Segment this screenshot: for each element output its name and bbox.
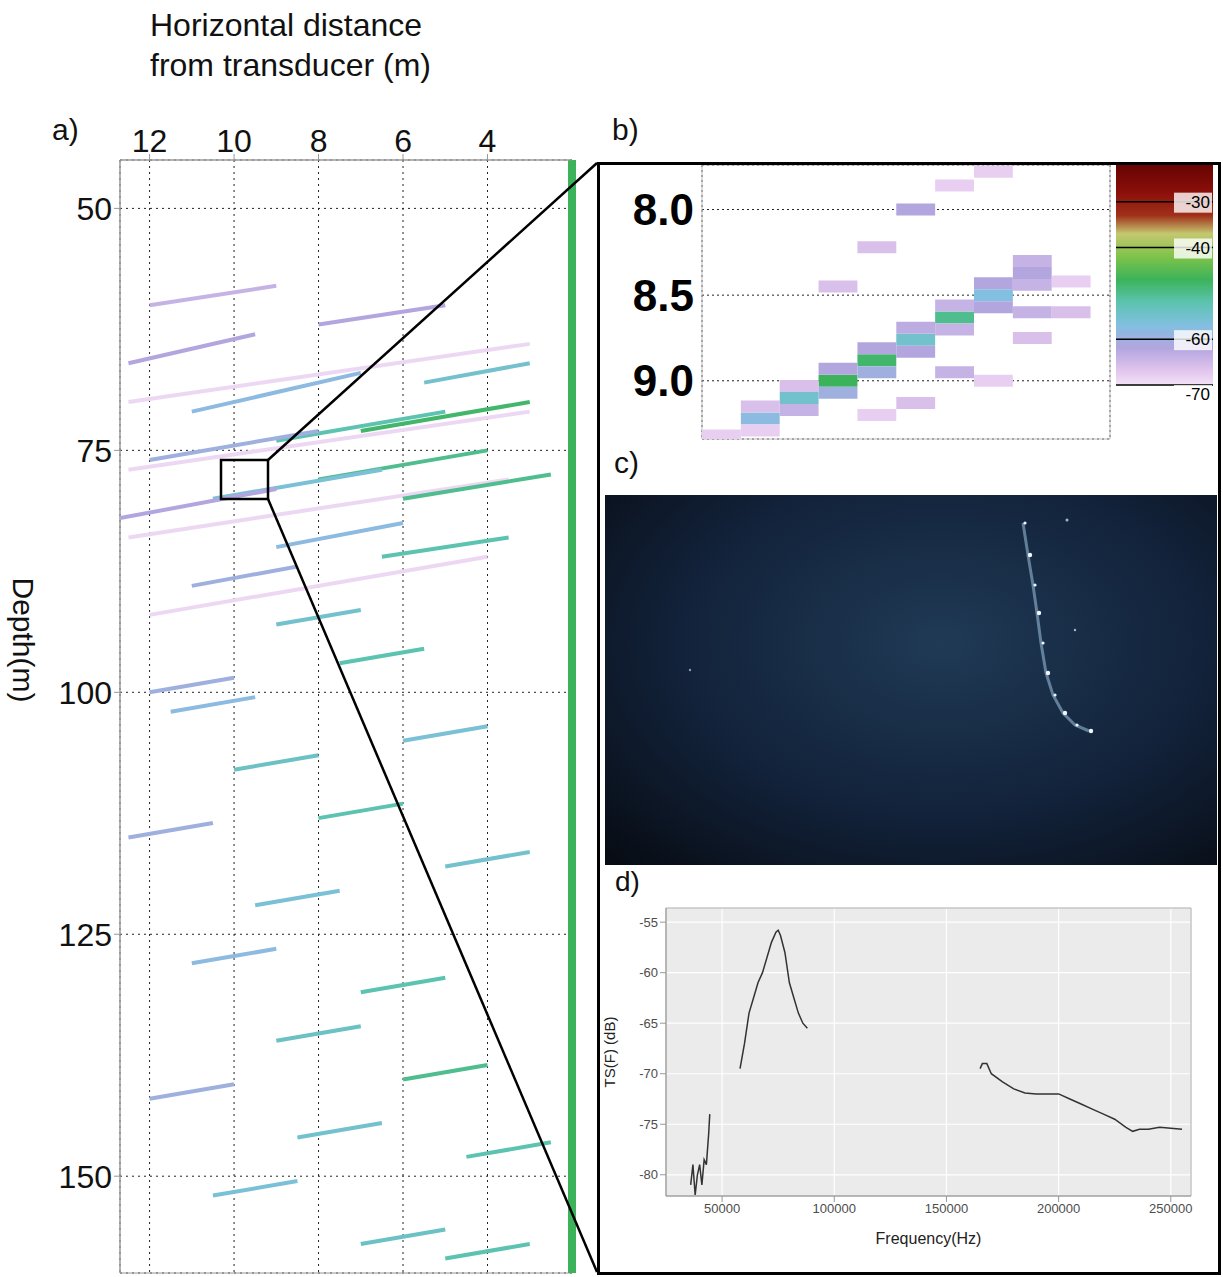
- svg-text:100000: 100000: [813, 1201, 856, 1216]
- svg-text:50000: 50000: [704, 1201, 740, 1216]
- svg-text:200000: 200000: [1037, 1201, 1080, 1216]
- svg-text:4: 4: [479, 123, 497, 159]
- svg-text:250000: 250000: [1149, 1201, 1192, 1216]
- svg-text:-70: -70: [639, 1066, 658, 1081]
- svg-text:-60: -60: [639, 965, 658, 980]
- svg-text:125: 125: [59, 917, 112, 953]
- html-text:a): a): [52, 113, 79, 146]
- svg-text:-30: -30: [1185, 193, 1210, 212]
- svg-text:6: 6: [394, 123, 412, 159]
- svg-text:-70: -70: [1185, 385, 1210, 404]
- html-text:Depth(m): Depth(m): [7, 577, 40, 703]
- svg-text:8.5: 8.5: [633, 271, 694, 320]
- svg-text:-65: -65: [639, 1016, 658, 1031]
- svg-text:Frequency(Hz): Frequency(Hz): [876, 1230, 982, 1247]
- html-text:c): c): [614, 446, 639, 479]
- svg-text:12: 12: [132, 123, 168, 159]
- svg-text:100: 100: [59, 675, 112, 711]
- svg-text:-75: -75: [639, 1117, 658, 1132]
- svg-text:75: 75: [76, 433, 112, 469]
- svg-text:-40: -40: [1185, 239, 1210, 258]
- html-text:b): b): [612, 113, 639, 146]
- svg-text:TS(F) (dB): TS(F) (dB): [601, 1017, 618, 1088]
- svg-text:-60: -60: [1185, 330, 1210, 349]
- html-text:from transducer (m): from transducer (m): [150, 47, 431, 83]
- svg-text:-80: -80: [639, 1167, 658, 1182]
- svg-text:-55: -55: [639, 915, 658, 930]
- html-text:d): d): [615, 866, 640, 897]
- svg-text:9.0: 9.0: [633, 356, 694, 405]
- html-text:Horizontal distance: Horizontal distance: [150, 7, 423, 43]
- svg-text:150: 150: [59, 1159, 112, 1195]
- svg-text:50: 50: [76, 191, 112, 227]
- svg-text:10: 10: [216, 123, 252, 159]
- svg-text:8: 8: [310, 123, 328, 159]
- svg-text:150000: 150000: [925, 1201, 968, 1216]
- svg-text:8.0: 8.0: [633, 185, 694, 234]
